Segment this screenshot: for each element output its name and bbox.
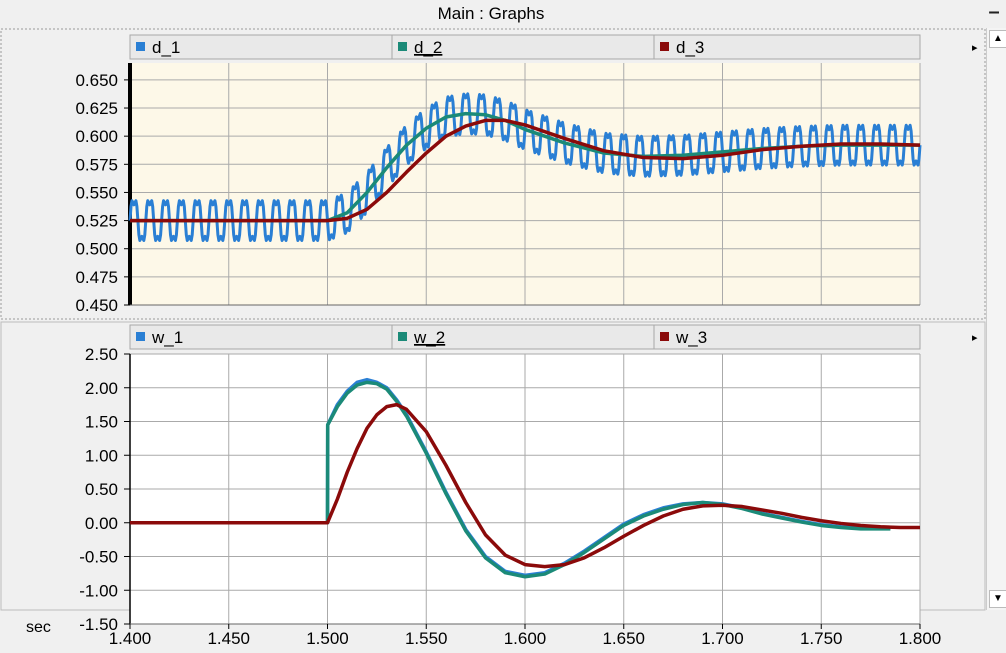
legend-label: w_3 [675, 328, 707, 347]
legend-scroll-right-icon[interactable]: ▸ [972, 332, 978, 344]
legend-label: w_2 [413, 328, 445, 347]
y-tick-label: 1.00 [85, 446, 118, 465]
y-tick-label: 0.600 [75, 127, 118, 146]
x-tick-label: 1.700 [701, 629, 744, 648]
legend-label: d_3 [676, 38, 704, 57]
panel-w: w_1 w_2 w_3 ▸ 2.50 2.00 1.50 1.00 0.50 0.00 -0.50 -… [79, 324, 978, 648]
legend-swatch [136, 42, 145, 51]
legend-item-w_2[interactable]: w_2 [391, 324, 655, 350]
x-unit-label: sec [26, 619, 51, 636]
minimize-button[interactable]: – [988, 1, 1000, 23]
y-tick-label: 0.575 [75, 155, 118, 174]
legend-swatch [398, 332, 407, 341]
y-tick-label: 2.00 [85, 379, 118, 398]
vertical-scrollbar[interactable]: ▲ ▼ [986, 28, 1006, 610]
legend-item-w_3[interactable]: w_3 [653, 324, 921, 350]
x-tick-label: 1.500 [306, 629, 349, 648]
y-tick-label: 1.50 [85, 413, 118, 432]
y-tick-label: 0.625 [75, 99, 118, 118]
y-tick-label: 2.50 [85, 345, 118, 364]
y-tick-label: -0.50 [79, 548, 118, 567]
legend-swatch [660, 42, 669, 51]
scroll-down-icon[interactable]: ▼ [989, 590, 1006, 608]
y-tick-label: 0.475 [75, 268, 118, 287]
legend-swatch [660, 332, 669, 341]
y-tick-label: 0.00 [85, 514, 118, 533]
legend-swatch [136, 332, 145, 341]
legend-label: d_2 [414, 38, 442, 57]
legend-scroll-right-icon[interactable]: ▸ [972, 42, 978, 54]
legend-label: d_1 [152, 38, 180, 57]
series-line-w_2 [130, 380, 891, 579]
graphs-canvas: d_1 d_2 d_3 ▸ 0.650 0.625 0.600 0.575 0.550 0.525… [0, 28, 986, 648]
legend-item-d_1[interactable]: d_1 [129, 34, 393, 60]
y-tick-label: 0.500 [75, 240, 118, 259]
y-tick-label: -1.50 [79, 615, 118, 634]
legend-label: w_1 [151, 328, 183, 347]
y-tick-label: 0.525 [75, 212, 118, 231]
y-tick-label: 0.50 [85, 480, 118, 499]
legend-swatch [398, 42, 407, 51]
window-title: Main : Graphs [0, 0, 982, 28]
x-tick-label: 1.650 [602, 629, 645, 648]
x-tick-label: 1.750 [800, 629, 843, 648]
y-tick-label: 0.550 [75, 183, 118, 202]
scroll-up-icon[interactable]: ▲ [989, 30, 1006, 48]
x-tick-label: 1.550 [405, 629, 448, 648]
legend-item-w_1[interactable]: w_1 [129, 324, 393, 350]
y-tick-label: -1.00 [79, 581, 118, 600]
legend-item-d_3[interactable]: d_3 [653, 34, 921, 60]
y-tick-label: 0.450 [75, 296, 118, 315]
series-line-d_3 [130, 118, 921, 223]
x-tick-label: 1.800 [899, 629, 942, 648]
panel-d: d_1 d_2 d_3 ▸ 0.650 0.625 0.600 0.575 0.550 0.525… [75, 34, 978, 315]
series-line-w_3 [130, 402, 920, 569]
legend-item-d_2[interactable]: d_2 [391, 34, 655, 60]
x-tick-label: 1.600 [504, 629, 547, 648]
x-tick-label: 1.450 [207, 629, 250, 648]
x-tick-label: 1.400 [109, 629, 152, 648]
y-tick-label: 0.650 [75, 71, 118, 90]
